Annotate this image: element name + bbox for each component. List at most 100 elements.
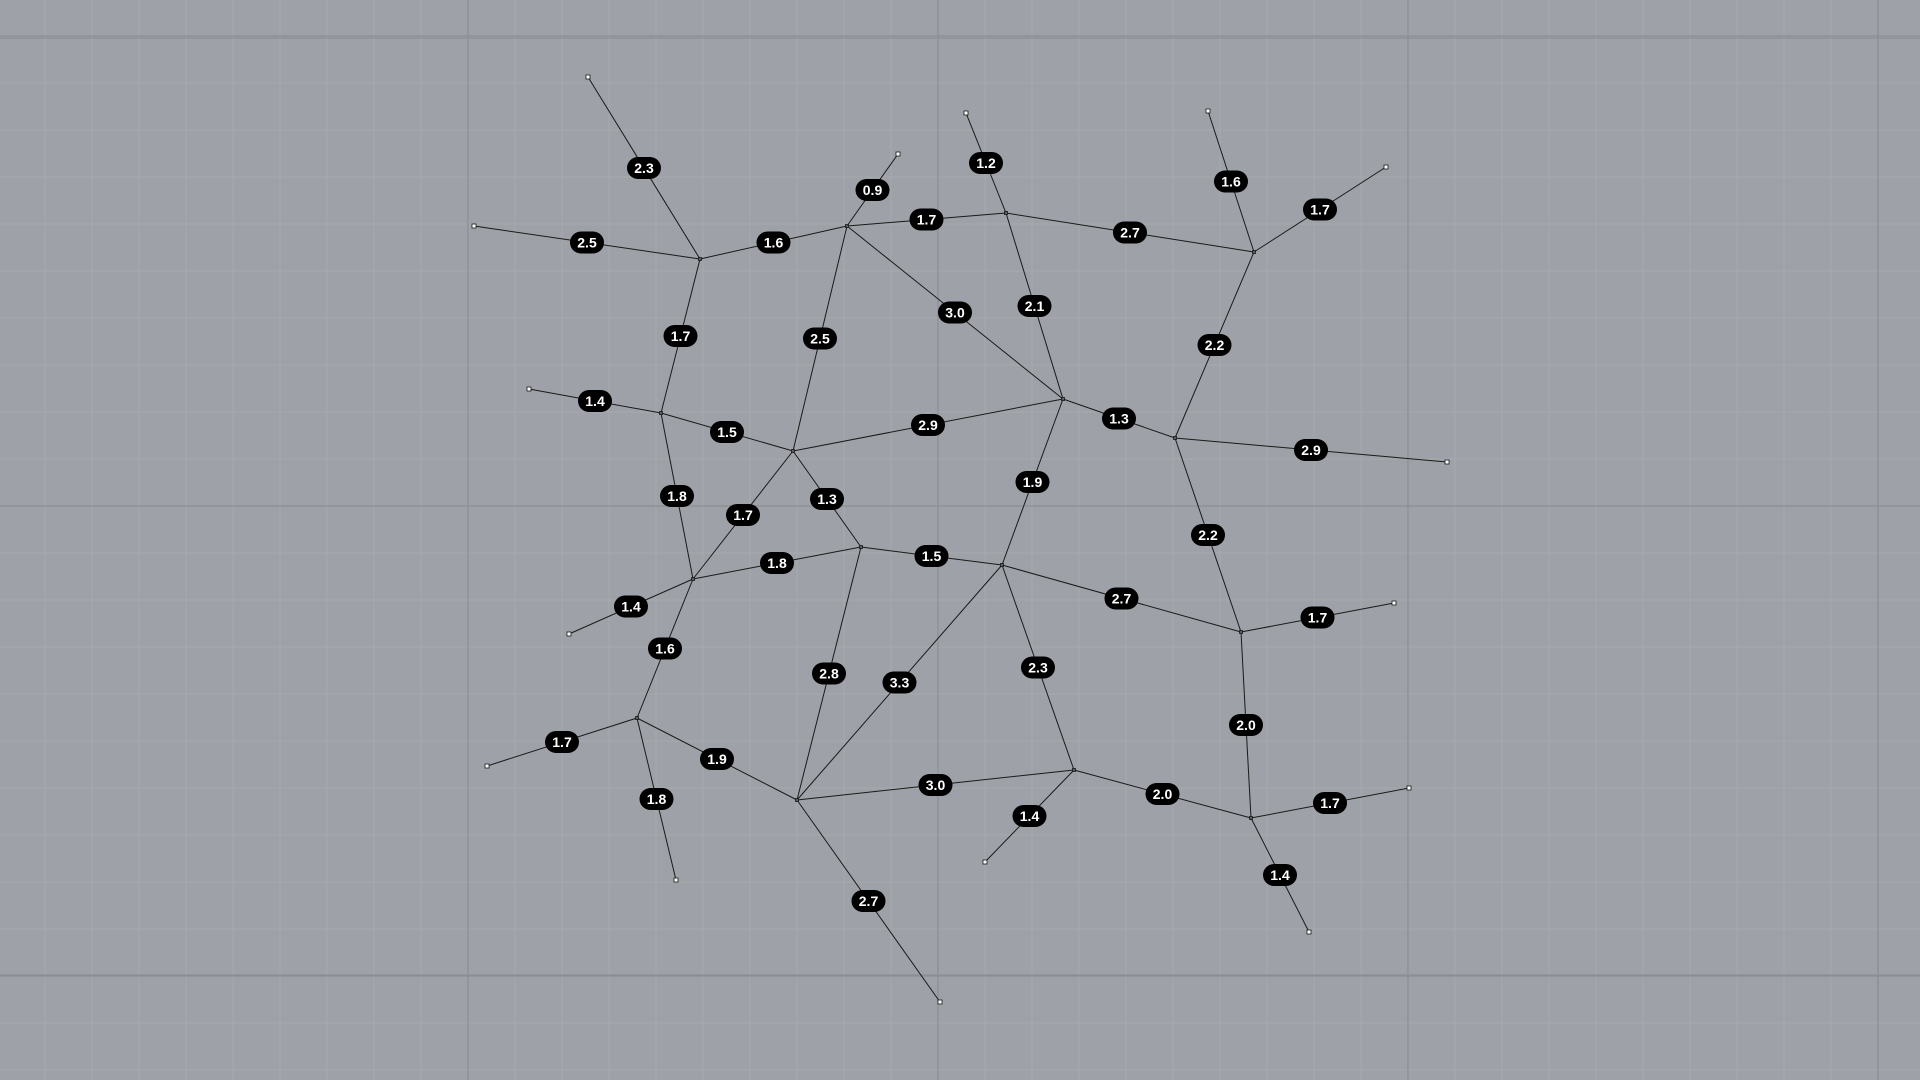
edge-label[interactable]: 2.8: [812, 662, 846, 685]
edge-label[interactable]: 2.5: [803, 327, 837, 350]
edge-label[interactable]: 3.3: [882, 671, 917, 694]
edge-label-value: 1.7: [1308, 610, 1328, 626]
edge-label[interactable]: 1.7: [545, 731, 579, 753]
edge-label[interactable]: 2.3: [627, 157, 661, 179]
edge-label-pill: [710, 421, 744, 443]
edge-label[interactable]: 2.0: [1229, 714, 1263, 736]
graph-endpoint-node[interactable]: [982, 859, 988, 865]
edge-label[interactable]: 2.7: [851, 890, 886, 912]
edge-label[interactable]: 2.7: [1104, 587, 1139, 610]
edge-label-pill: [938, 301, 972, 324]
edge-label[interactable]: 1.7: [726, 504, 760, 526]
edge-label[interactable]: 2.2: [1197, 334, 1232, 356]
edge-label[interactable]: 2.3: [1021, 656, 1055, 679]
edge-label[interactable]: 2.2: [1191, 524, 1225, 546]
edge-label-value: 1.9: [1023, 474, 1043, 490]
edge-label[interactable]: 2.5: [570, 231, 604, 254]
edge-label-pill: [660, 485, 694, 507]
edge-label[interactable]: 3.0: [918, 774, 953, 796]
edge-label-value: 1.6: [764, 235, 784, 251]
graph-node[interactable]: [1252, 250, 1256, 254]
edge-label-pill: [1191, 524, 1225, 546]
edge-label[interactable]: 1.3: [810, 488, 844, 510]
edge-label[interactable]: 1.4: [578, 390, 612, 412]
graph-node[interactable]: [659, 411, 663, 415]
graph-endpoint-node[interactable]: [566, 631, 572, 637]
graph-node[interactable]: [845, 224, 849, 228]
graph-endpoint-node[interactable]: [937, 999, 943, 1005]
graph-endpoint-node[interactable]: [1205, 108, 1211, 114]
edge-label[interactable]: 1.9: [700, 748, 734, 770]
edge-label[interactable]: 1.7: [1313, 792, 1347, 814]
graph-endpoint-node[interactable]: [1383, 164, 1389, 170]
graph-endpoint-node[interactable]: [895, 151, 901, 157]
edge-label[interactable]: 0.9: [855, 179, 890, 201]
graph-endpoint-node[interactable]: [1306, 929, 1312, 935]
edge-label[interactable]: 1.3: [1102, 407, 1136, 430]
edge-label[interactable]: 1.8: [760, 552, 794, 574]
graph-node[interactable]: [1173, 436, 1177, 440]
graph-endpoint-node[interactable]: [526, 386, 532, 392]
graph-node[interactable]: [1061, 397, 1065, 401]
edge-label[interactable]: 1.2: [969, 152, 1003, 174]
graph-node[interactable]: [1249, 816, 1253, 820]
graph-node[interactable]: [1239, 630, 1243, 634]
edge-label-pill: [810, 488, 844, 510]
edge-label[interactable]: 1.8: [660, 485, 694, 507]
edge-label-value: 1.7: [1310, 202, 1330, 218]
graph-node[interactable]: [1000, 563, 1004, 567]
edge-label[interactable]: 1.7: [1303, 198, 1337, 221]
graph-node[interactable]: [1004, 211, 1008, 215]
graph-endpoint-node[interactable]: [585, 74, 591, 80]
edge-label[interactable]: 3.0: [938, 301, 972, 324]
edge-label-pill: [812, 662, 846, 685]
edge-label-value: 1.9: [707, 751, 727, 767]
edge-label[interactable]: 1.8: [639, 788, 674, 810]
edge-label-value: 1.6: [1221, 174, 1241, 190]
edge-label[interactable]: 1.9: [1015, 471, 1050, 493]
edge-label-value: 2.2: [1205, 337, 1225, 353]
edge-label-value: 1.6: [655, 641, 675, 657]
graph-endpoint-node[interactable]: [471, 223, 477, 229]
edge-label-value: 2.7: [1112, 591, 1132, 607]
graph-endpoint-node[interactable]: [1444, 459, 1450, 465]
graph-node[interactable]: [635, 716, 639, 720]
graph-node[interactable]: [795, 798, 799, 802]
edge-label[interactable]: 1.6: [648, 637, 682, 660]
edge-label[interactable]: 1.5: [914, 545, 949, 567]
edge-label[interactable]: 1.4: [1263, 864, 1297, 886]
edge-label[interactable]: 2.9: [911, 414, 945, 436]
edge-label[interactable]: 2.0: [1145, 783, 1180, 805]
edge-label[interactable]: 1.5: [710, 421, 744, 443]
edge-label[interactable]: 2.9: [1294, 439, 1328, 461]
edge-label[interactable]: 1.7: [663, 325, 698, 347]
edge-label-value: 2.3: [1028, 660, 1048, 676]
graph-endpoint-node[interactable]: [673, 877, 679, 883]
graph-node[interactable]: [1072, 768, 1076, 772]
edge-label[interactable]: 1.7: [1300, 606, 1335, 629]
edge-label-pill: [803, 327, 837, 350]
edge-label-pill: [578, 390, 612, 412]
edge-label[interactable]: 1.6: [1214, 170, 1248, 193]
edge-label[interactable]: 1.7: [909, 208, 944, 231]
edge-label[interactable]: 1.4: [614, 595, 648, 618]
graph-endpoint-node[interactable]: [963, 110, 969, 116]
graph-endpoint-node[interactable]: [1391, 600, 1397, 606]
edge-label-value: 3.0: [926, 777, 946, 793]
edge-label-pill: [1104, 587, 1139, 610]
graph-node[interactable]: [859, 545, 863, 549]
edge-label-pill: [969, 152, 1003, 174]
edge-label[interactable]: 1.4: [1012, 805, 1047, 827]
graph-node[interactable]: [791, 449, 795, 453]
edge-label-value: 1.3: [1109, 411, 1129, 427]
edge-label-value: 1.3: [817, 491, 837, 507]
graph-node[interactable]: [691, 577, 695, 581]
edge-label[interactable]: 2.7: [1113, 221, 1147, 244]
edge-label[interactable]: 2.1: [1017, 295, 1052, 317]
graph-endpoint-node[interactable]: [484, 763, 490, 769]
edge-label[interactable]: 1.6: [756, 231, 791, 254]
graph-node[interactable]: [698, 257, 702, 261]
graph-endpoint-node[interactable]: [1406, 785, 1412, 791]
